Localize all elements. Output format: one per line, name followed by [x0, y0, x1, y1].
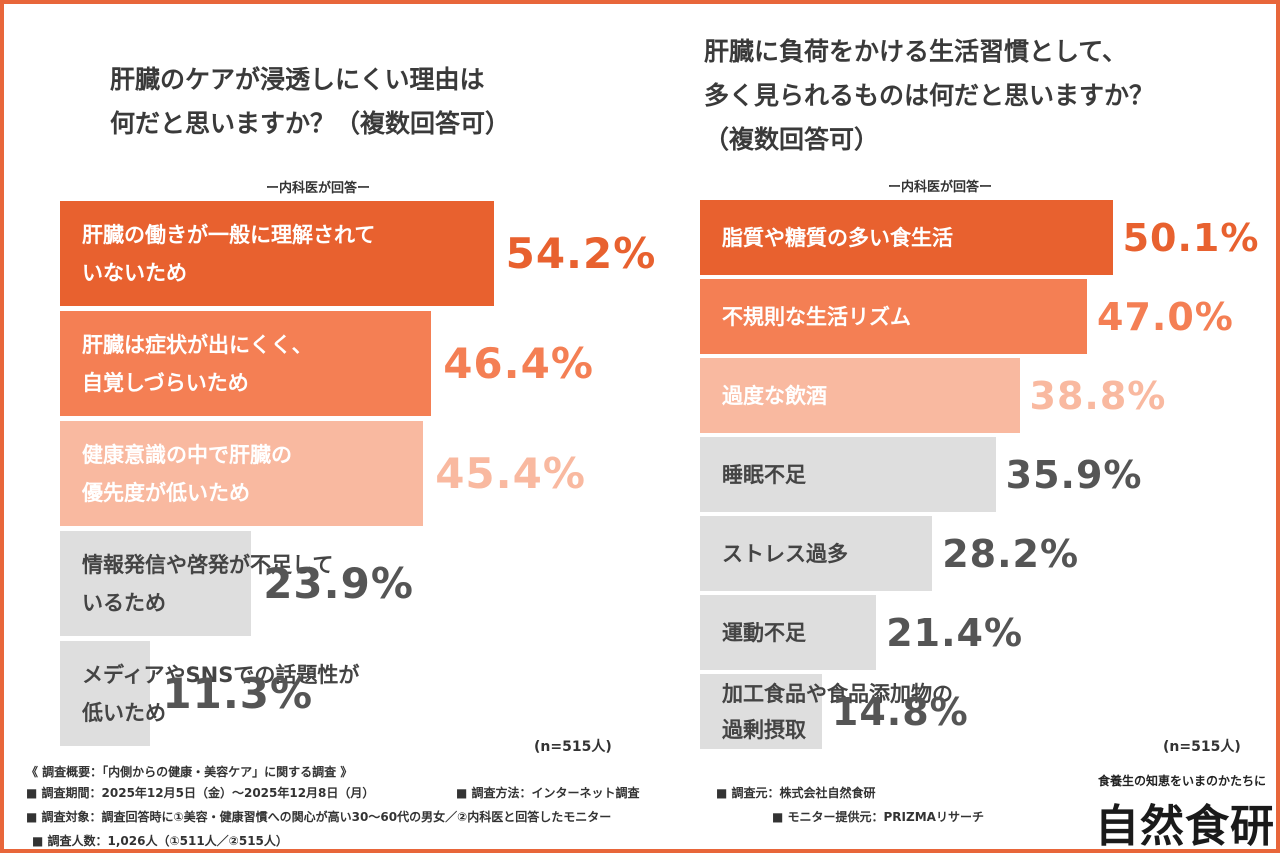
bar-row: 加工食品や食品添加物の 過剰摂取 14.8%	[700, 674, 1260, 749]
category-label: 情報発信や啓発が不足して いるため	[82, 552, 334, 615]
brand-tagline: 食養生の知恵をいまのかたちに	[1098, 774, 1267, 788]
value-label: 35.9%	[1005, 452, 1143, 497]
category-label: 過度な飲酒	[722, 383, 827, 408]
category-label: 肝臓の働きが一般に理解されて いないため	[82, 222, 376, 285]
value-label: 28.2%	[942, 531, 1080, 576]
chart-left: 肝臓のケアが浸透しにくい理由は 何だと思いますか？（複数回答可） ー内科医が回答…	[60, 44, 660, 764]
bar	[700, 674, 822, 749]
bar-row: 不規則な生活リズム 47.0%	[700, 279, 1260, 354]
bar	[700, 516, 933, 591]
value-label: 46.4%	[443, 339, 594, 388]
category-label: メディアやSNSでの話題性が 低いため	[82, 662, 360, 725]
bar-row: 睡眠不足 35.9%	[700, 437, 1260, 512]
bar	[700, 358, 1020, 433]
category-label: 運動不足	[722, 620, 806, 645]
survey-count: ■ 調査人数：1,026人（①511人／②515人）	[32, 834, 288, 848]
category-label: ストレス過多	[722, 541, 848, 566]
survey-period: ■ 調査期間：2025年12月5日（金）〜2025年12月8日（月）	[26, 786, 375, 800]
sample-size-label: (n=515人)	[534, 739, 612, 755]
category-label: 加工食品や食品添加物の 過剰摂取	[722, 681, 953, 742]
respondent-label: ー内科医が回答ー	[888, 180, 993, 195]
category-label: 脂質や糖質の多い食生活	[722, 225, 953, 250]
bar-row: 肝臓の働きが一般に理解されて いないため 54.2%	[60, 201, 660, 306]
survey-overview: 《 調査概要：「内側からの健康・美容ケア」に関する調査 》	[26, 765, 353, 779]
value-label: 14.8%	[831, 689, 969, 734]
chart-title: 肝臓に負荷をかける生活習慣として、 多く見られるものは何だと思いますか？ （複数…	[704, 37, 1155, 154]
bar	[700, 595, 877, 670]
value-label: 47.0%	[1097, 294, 1234, 339]
chart-title: 肝臓のケアが浸透しにくい理由は 何だと思いますか？（複数回答可）	[110, 65, 511, 138]
value-label: 23.9%	[263, 559, 414, 608]
bar-row: 肝臓は症状が出にくく、 自覚しづらいため 46.4%	[60, 311, 660, 416]
value-label: 45.4%	[435, 449, 586, 498]
brand-logo: 自然食研	[1095, 801, 1275, 852]
value-label: 11.3%	[162, 669, 314, 718]
monitor-provider: ■ モニター提供元：PRIZMAリサーチ	[772, 810, 984, 824]
bar-row: 情報発信や啓発が不足して いるため 23.9%	[60, 531, 660, 636]
bar	[700, 279, 1088, 354]
chart-right: 肝臓に負荷をかける生活習慣として、 多く見られるものは何だと思いますか？ （複数…	[700, 34, 1260, 764]
bar	[60, 421, 424, 526]
bar	[700, 437, 996, 512]
bar-row: 健康意識の中で肝臓の 優先度が低いため 45.4%	[60, 421, 660, 526]
survey-target: ■ 調査対象：調査回答時に①美容・健康習慣への関心が高い30〜60代の男女／②内…	[26, 810, 612, 824]
value-label: 50.1%	[1122, 215, 1260, 260]
value-label: 54.2%	[505, 229, 657, 278]
survey-organizer: ■ 調査元：株式会社自然食研	[716, 786, 876, 800]
bar-row: 過度な飲酒 38.8%	[700, 358, 1260, 433]
category-label: 健康意識の中で肝臓の 優先度が低いため	[82, 442, 292, 505]
respondent-label: ー内科医が回答ー	[266, 181, 371, 196]
category-label: 肝臓は症状が出にくく、 自覚しづらいため	[82, 332, 313, 395]
bar	[700, 200, 1113, 275]
value-label: 38.8%	[1029, 373, 1167, 418]
sample-size-label: (n=515人)	[1163, 739, 1241, 755]
bar	[60, 201, 494, 306]
category-label: 睡眠不足	[722, 462, 806, 487]
bar	[60, 641, 151, 746]
bar-row: 運動不足 21.4%	[700, 595, 1260, 670]
bar-row: メディアやSNSでの話題性が 低いため 11.3%	[60, 641, 660, 746]
value-label: 21.4%	[886, 610, 1024, 655]
bar-row: 脂質や糖質の多い食生活 50.1%	[700, 200, 1260, 275]
bar	[60, 311, 432, 416]
bar	[60, 531, 252, 636]
survey-method: ■ 調査方法：インターネット調査	[456, 786, 640, 800]
bar-row: ストレス過多 28.2%	[700, 516, 1260, 591]
category-label: 不規則な生活リズム	[722, 304, 911, 329]
